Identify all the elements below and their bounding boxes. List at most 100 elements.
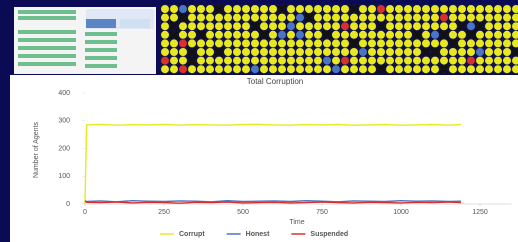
agent [341,5,349,13]
agent [206,65,214,73]
agent [350,57,358,65]
agent [440,14,448,22]
slider[interactable] [18,38,76,42]
button[interactable] [86,19,116,28]
agent [197,65,205,73]
agent [323,5,331,13]
slider[interactable] [85,56,117,60]
agent [350,31,358,39]
agent [170,65,178,73]
agent [458,31,466,39]
slider[interactable] [18,16,76,20]
agent [485,48,493,56]
slider[interactable] [85,64,117,68]
x-tick-label: 0 [83,209,87,216]
agent [413,65,421,73]
agent [188,39,196,47]
agent [404,48,412,56]
agent [395,14,403,22]
agent [485,31,493,39]
agent [413,48,421,56]
agent [458,65,466,73]
screen: Total Corruption Number of Agents Time 0… [0,0,518,242]
agent [233,22,241,30]
agent [323,65,331,73]
agent [278,48,286,56]
agent [251,65,259,73]
agent [404,65,412,73]
agent [224,5,232,13]
agent [458,57,466,65]
agent [332,31,340,39]
agent [359,48,367,56]
chart-title: Total Corruption [247,77,303,86]
slider[interactable] [18,62,76,66]
legend-label: Honest [246,231,270,238]
slider[interactable] [18,30,76,34]
agent [467,22,475,30]
agent [260,39,268,47]
agent [503,57,511,65]
agent [332,39,340,47]
agent [431,22,439,30]
agent [341,31,349,39]
agent [161,22,169,30]
agent [251,39,259,47]
slider[interactable] [85,32,117,36]
agent [206,5,214,13]
agent [188,65,196,73]
x-tick-label: 1000 [393,209,409,216]
agent [278,14,286,22]
agent [242,31,250,39]
button[interactable] [120,19,150,28]
agent [314,31,322,39]
agent [314,39,322,47]
agent [476,39,484,47]
agent [224,31,232,39]
slider[interactable] [85,48,117,52]
agent [161,5,169,13]
agent [359,5,367,13]
agent [161,65,169,73]
controls-panel [14,7,156,74]
agent [467,48,475,56]
agent [278,65,286,73]
agent [323,22,331,30]
agent [323,48,331,56]
agent [413,5,421,13]
agent [503,14,511,22]
slider[interactable] [18,54,76,58]
agent [332,48,340,56]
slider[interactable] [18,46,76,50]
slider[interactable] [85,40,117,44]
agent [179,48,187,56]
agent [332,5,340,13]
agent [395,31,403,39]
agent [332,65,340,73]
agent [269,65,277,73]
agent [224,22,232,30]
agent [206,14,214,22]
agent [485,5,493,13]
agent [377,39,385,47]
agent [233,57,241,65]
agent [404,31,412,39]
agent [422,31,430,39]
agent [422,39,430,47]
agent [467,57,475,65]
agent [476,5,484,13]
agent [242,39,250,47]
agent [449,14,457,22]
agent [386,14,394,22]
agent [206,48,214,56]
agent [296,31,304,39]
agent [260,57,268,65]
agent [251,14,259,22]
agent [287,48,295,56]
agent [161,14,169,22]
agent [269,31,277,39]
slider[interactable] [18,10,76,14]
agent [278,31,286,39]
agent [386,5,394,13]
agent [305,39,313,47]
